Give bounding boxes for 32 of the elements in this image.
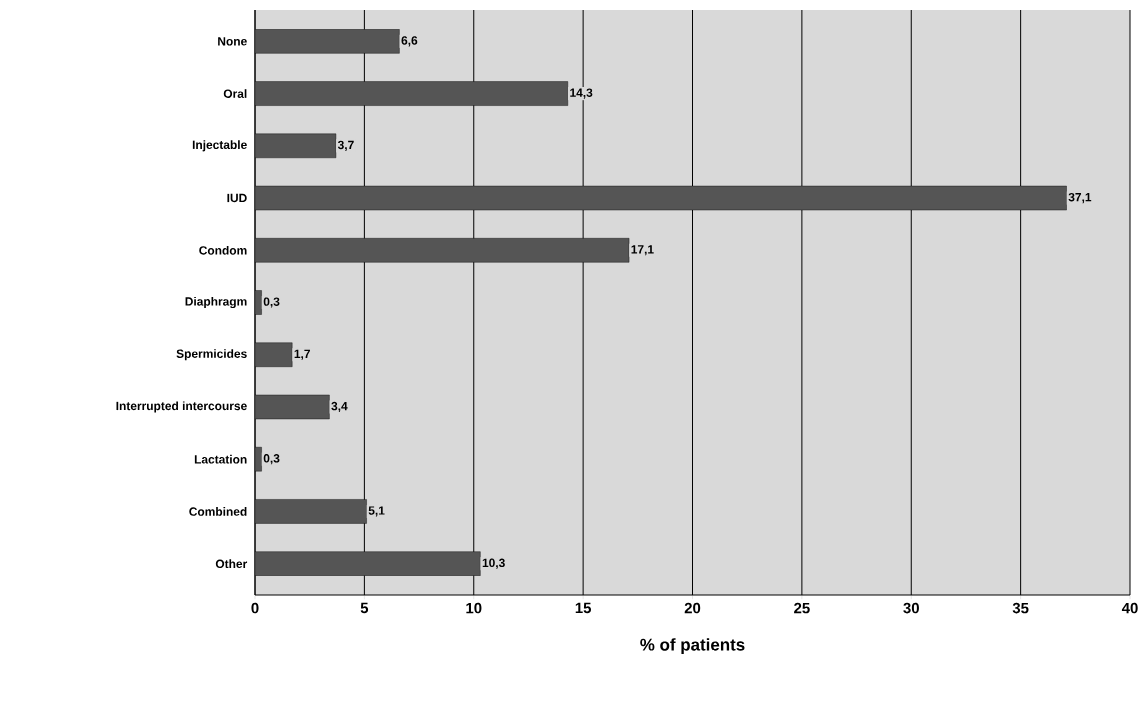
data-label: 37,1 (1068, 192, 1092, 204)
x-axis-title: % of patients (640, 638, 745, 655)
y-tick-label: Oral (223, 89, 247, 98)
x-tick-label: 15 (575, 602, 592, 614)
data-label: 6,6 (401, 36, 418, 47)
data-label: 0,3 (263, 297, 280, 308)
data-label: 1,7 (294, 349, 310, 360)
data-label: 10,3 (482, 558, 505, 569)
data-label: 0,3 (263, 454, 280, 465)
y-tick-label: Other (215, 559, 248, 569)
data-label: 3,7 (337, 140, 354, 151)
y-tick-label: Injectable (192, 140, 247, 152)
x-tick-label: 30 (903, 602, 919, 614)
x-tick-label: 20 (684, 602, 701, 614)
y-tick-label: IUD (227, 193, 247, 203)
x-tick-label: 40 (1121, 602, 1138, 614)
y-tick-label: Lactation (194, 454, 247, 464)
y-tick-label: Diaphragm (185, 296, 247, 309)
x-tick-label: 5 (360, 602, 369, 614)
y-tick-label: Condom (199, 245, 247, 255)
y-tick-label: Spermicides (176, 349, 247, 361)
data-label: 17,1 (631, 245, 654, 256)
y-tick-label: Combined (189, 507, 247, 516)
data-label: 3,4 (331, 401, 348, 413)
data-label: 14,3 (570, 88, 593, 99)
x-tick-label: 10 (466, 602, 482, 614)
y-tick-label: Interrupted intercourse (116, 401, 247, 413)
x-tick-label: 35 (1012, 602, 1029, 614)
data-label: 5,1 (368, 506, 385, 517)
y-tick-label: None (218, 37, 247, 46)
x-tick-label: 25 (794, 602, 810, 614)
x-tick-label: 0 (251, 602, 259, 614)
